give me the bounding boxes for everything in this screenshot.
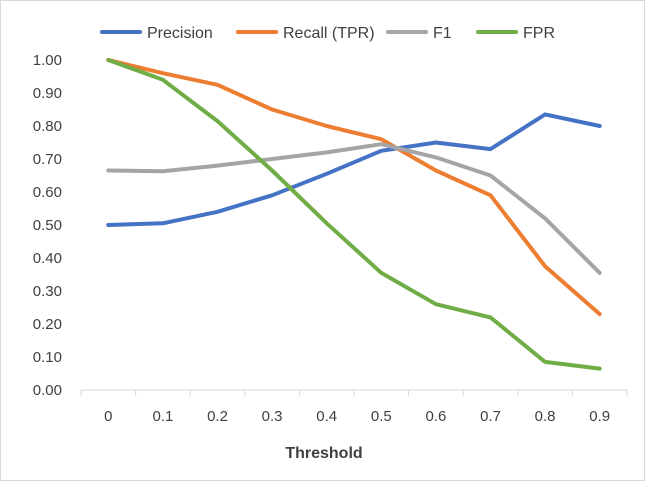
y-tick-label: 0.60 [33, 184, 62, 201]
series-line-fpr [106, 58, 602, 371]
legend-label: Recall (TPR) [283, 25, 375, 42]
x-tick-label: 0.2 [207, 408, 228, 425]
x-tick-label: 0.9 [589, 408, 610, 425]
legend-label: Precision [147, 25, 213, 42]
y-tick-label: 1.00 [33, 52, 62, 69]
x-axis: 0 0.1 0.2 0.3 0.4 0.5 0.6 0.7 0.8 0.9 [80, 389, 628, 425]
y-tick-label: 0.20 [33, 316, 62, 333]
legend-label: F1 [433, 25, 452, 42]
x-tick-label: 0.4 [316, 408, 337, 425]
x-tick-label: 0.1 [152, 408, 173, 425]
y-tick-label: 0.00 [33, 382, 62, 399]
x-axis-title: Threshold [285, 445, 362, 462]
y-tick-label: 0.80 [33, 118, 62, 135]
x-tick-label: 0.3 [262, 408, 283, 425]
x-tick-label: 0.6 [425, 408, 446, 425]
legend-item: Precision [100, 25, 213, 42]
legend-item: FPR [476, 25, 555, 42]
y-axis-tick-labels: 0.00 0.10 0.20 0.30 0.40 0.50 0.60 0.70 0.80 0.90… [33, 52, 62, 399]
series-line-precision [106, 112, 602, 227]
y-tick-label: 0.50 [33, 217, 62, 234]
y-tick-label: 0.10 [33, 349, 62, 366]
y-tick-label: 0.40 [33, 250, 62, 267]
series-layer [106, 58, 602, 371]
legend: Precision Recall (TPR) F1 FPR [100, 25, 555, 42]
y-tick-label: 0.70 [33, 151, 62, 168]
x-tick-label: 0.5 [371, 408, 392, 425]
y-tick-label: 0.30 [33, 283, 62, 300]
legend-label: FPR [523, 25, 555, 42]
x-tick-label: 0 [104, 408, 112, 425]
series-line-f1 [106, 142, 602, 275]
x-tick-label: 0.7 [480, 408, 501, 425]
y-tick-label: 0.90 [33, 85, 62, 102]
legend-item: F1 [386, 25, 452, 42]
series-line-recall-tpr [106, 58, 602, 317]
legend-item: Recall (TPR) [236, 25, 375, 42]
x-tick-label: 0.8 [535, 408, 556, 425]
